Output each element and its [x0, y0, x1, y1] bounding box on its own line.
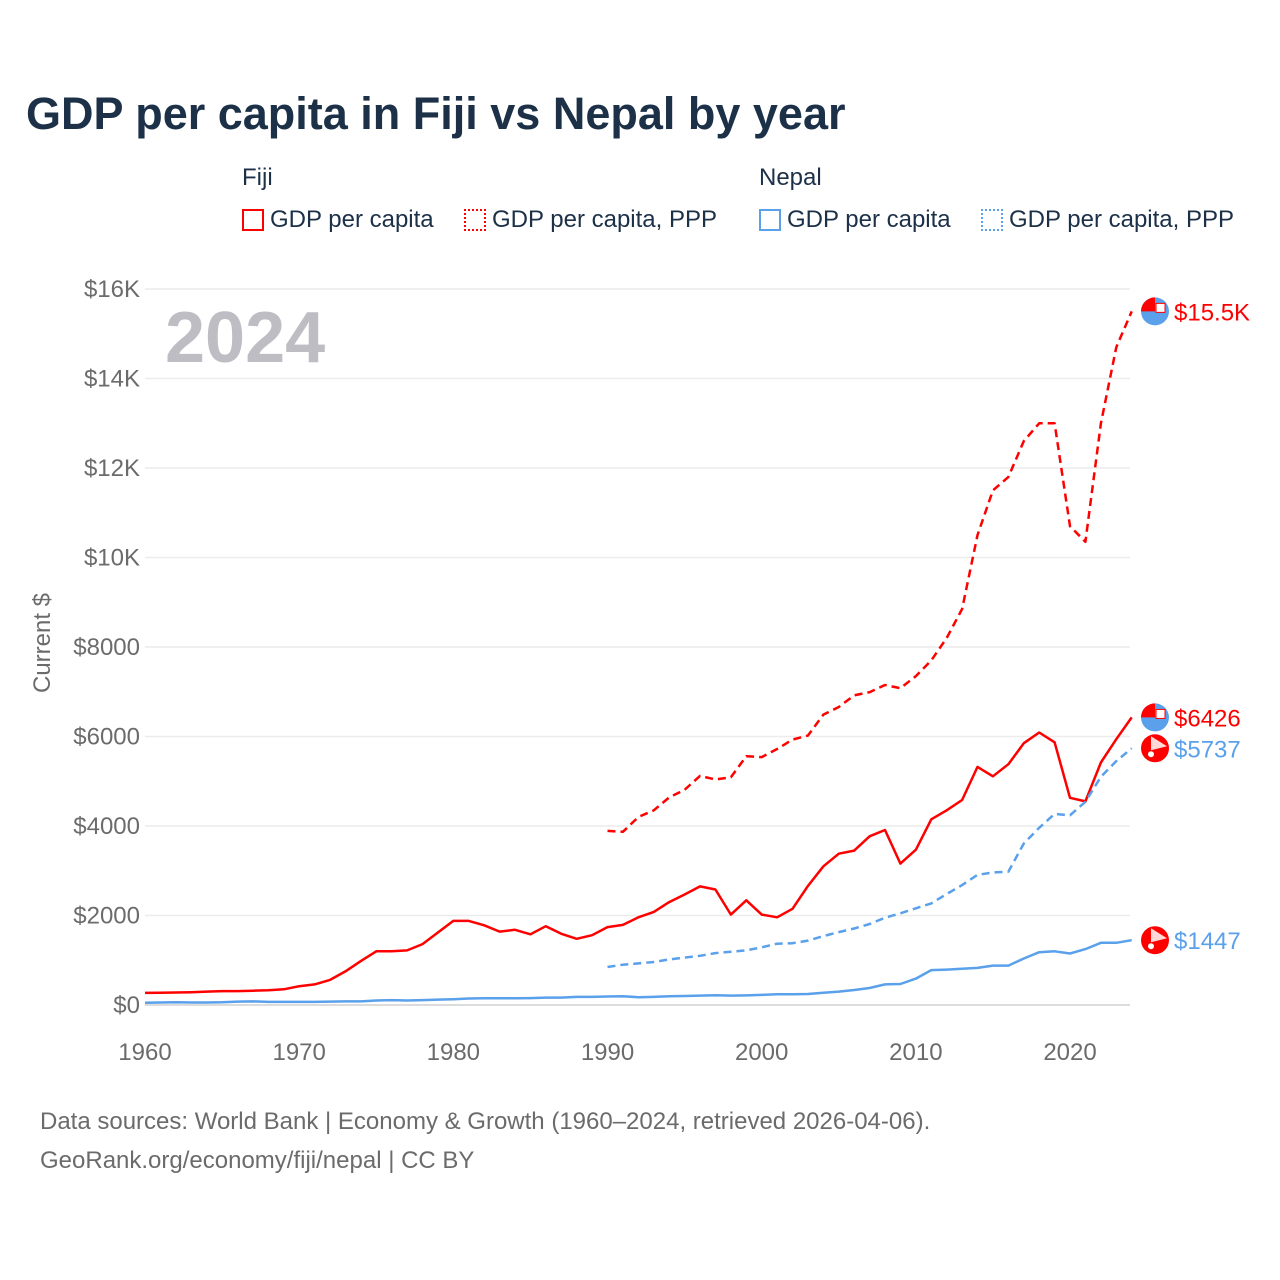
legend-fiji-ppp[interactable]: GDP per capita, PPP [464, 206, 717, 234]
y-tick-label: $2000 [73, 903, 140, 930]
legend-label: GDP per capita [787, 206, 951, 233]
x-tick-label: 2020 [1043, 1039, 1096, 1066]
series-line-1 [607, 310, 1133, 834]
footer-sources: Data sources: World Bank | Economy & Gro… [40, 1108, 931, 1135]
year-label: 2024 [165, 298, 325, 378]
legend-fiji-gdp[interactable]: GDP per capita [242, 206, 434, 234]
series-line-3 [607, 747, 1133, 969]
end-value-label: $5737 [1174, 736, 1241, 763]
x-tick-label: 1980 [427, 1039, 480, 1066]
legend-swatch-solid-blue [759, 209, 781, 231]
legend-group-fiji: Fiji [242, 164, 273, 191]
legend-label: GDP per capita, PPP [1009, 206, 1234, 233]
nepal-flag-marker [1141, 734, 1169, 763]
fiji-flag-marker [1141, 703, 1169, 732]
end-value-label: $1447 [1174, 928, 1241, 955]
y-tick-label: $6000 [73, 724, 140, 751]
y-tick-label: $10K [84, 545, 140, 572]
legend-nepal-ppp[interactable]: GDP per capita, PPP [981, 206, 1234, 234]
x-tick-label: 1960 [118, 1039, 171, 1066]
chart-title: GDP per capita in Fiji vs Nepal by year [26, 88, 846, 139]
x-tick-label: 1990 [581, 1039, 634, 1066]
footer-link[interactable]: GeoRank.org/economy/fiji/nepal | CC BY [40, 1147, 475, 1174]
y-tick-label: $14K [84, 366, 140, 393]
end-value-label: $6426 [1174, 705, 1241, 732]
series-line-2 [144, 938, 1132, 1005]
series-line-0 [144, 716, 1133, 995]
nepal-flag-marker [1141, 926, 1169, 955]
x-tick-label: 2000 [735, 1039, 788, 1066]
legend-swatch-dotted-red [464, 209, 486, 231]
legend-group-nepal: Nepal [759, 164, 822, 191]
x-tick-label: 2010 [889, 1039, 942, 1066]
y-tick-label: $0 [113, 992, 140, 1019]
y-axis-label: Current $ [29, 593, 56, 693]
legend-swatch-solid-red [242, 209, 264, 231]
y-tick-label: $12K [84, 455, 140, 482]
legend-label: GDP per capita, PPP [492, 206, 717, 233]
x-tick-label: 1970 [272, 1039, 325, 1066]
end-value-label: $15.5K [1174, 299, 1250, 326]
y-tick-label: $16K [84, 276, 140, 303]
fiji-flag-marker [1141, 297, 1169, 326]
legend-swatch-dotted-blue [981, 209, 1003, 231]
legend-label: GDP per capita [270, 206, 434, 233]
legend-nepal-gdp[interactable]: GDP per capita [759, 206, 951, 234]
y-tick-label: $4000 [73, 813, 140, 840]
y-tick-label: $8000 [73, 634, 140, 661]
